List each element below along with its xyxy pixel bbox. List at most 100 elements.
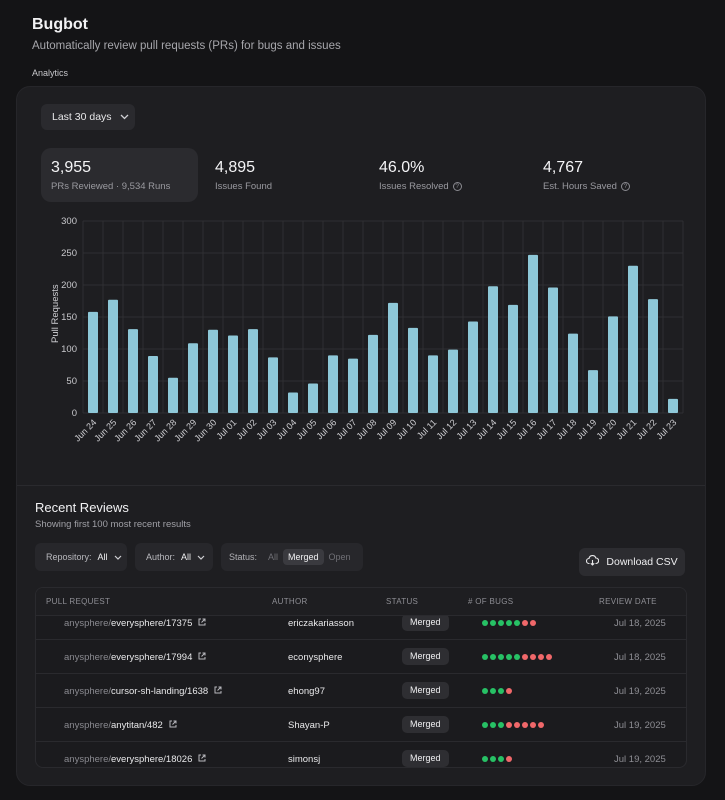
chevron-down-icon bbox=[120, 113, 129, 122]
external-link-icon[interactable] bbox=[214, 686, 222, 696]
external-link-icon[interactable] bbox=[198, 754, 206, 764]
info-icon[interactable]: ? bbox=[620, 181, 630, 191]
repository-filter-value: All bbox=[97, 552, 108, 562]
pr-repo-link[interactable]: everysphere/17375 bbox=[111, 618, 193, 629]
stat-label: PRs Reviewed · 9,534 Runs bbox=[51, 181, 171, 192]
author-cell: ehong97 bbox=[288, 686, 325, 697]
author-filter[interactable]: Author: All bbox=[135, 543, 213, 571]
column-header-pull-request[interactable]: PULL REQUEST bbox=[46, 597, 111, 606]
bug-resolved-dot bbox=[490, 688, 496, 694]
status-badge: Merged bbox=[402, 682, 449, 699]
chart-bar bbox=[288, 392, 298, 413]
bug-open-dot bbox=[538, 654, 544, 660]
x-tick-label: Jul 12 bbox=[434, 417, 458, 441]
stat-label-wrap: Est. Hours Saved? bbox=[543, 181, 630, 192]
pr-org: anysphere/ bbox=[64, 618, 112, 629]
chart-bar bbox=[648, 299, 658, 413]
status-option-merged[interactable]: Merged bbox=[283, 549, 324, 565]
bug-open-dot bbox=[522, 654, 528, 660]
pr-repo-link[interactable]: anytitan/482 bbox=[111, 720, 163, 731]
bug-open-dot bbox=[530, 620, 536, 626]
bug-open-dot bbox=[506, 756, 512, 762]
review-date-cell: Jul 18, 2025 bbox=[614, 652, 666, 663]
bug-count-dots bbox=[482, 756, 512, 762]
column-header-status[interactable]: STATUS bbox=[386, 597, 419, 606]
date-range-dropdown[interactable]: Last 30 days bbox=[41, 104, 135, 130]
chart-bar bbox=[148, 356, 158, 413]
chart-bar bbox=[548, 287, 558, 413]
y-tick-label: 50 bbox=[66, 376, 77, 387]
table-row[interactable]: anysphere/everysphere/17994 econysphere Me… bbox=[36, 640, 686, 674]
bug-resolved-dot bbox=[490, 654, 496, 660]
status-option-open[interactable]: Open bbox=[328, 552, 351, 562]
x-tick-label: Jul 20 bbox=[594, 417, 618, 441]
stat-value: 4,895 bbox=[215, 159, 256, 176]
pull-request-cell[interactable]: anysphere/anytitan/482 bbox=[64, 720, 177, 731]
table-row[interactable]: anysphere/anytitan/482 Shayan-P Merged Jul … bbox=[36, 708, 686, 742]
pull-request-cell[interactable]: anysphere/everysphere/17994 bbox=[64, 652, 206, 663]
stat-prs-reviewed[interactable]: 3,955 PRs Reviewed · 9,534 Runs bbox=[41, 148, 198, 202]
download-csv-button[interactable]: Download CSV bbox=[579, 548, 685, 576]
status-filter: Status: All Merged Open bbox=[221, 543, 363, 571]
x-tick-label: Jul 17 bbox=[534, 417, 558, 441]
y-tick-label: 250 bbox=[61, 248, 77, 259]
bug-resolved-dot bbox=[482, 688, 488, 694]
chart-bar bbox=[588, 370, 598, 413]
pull-request-cell[interactable]: anysphere/cursor-sh-landing/1638 bbox=[64, 686, 222, 697]
x-tick-label: Jul 04 bbox=[274, 417, 298, 441]
status-badge: Merged bbox=[402, 750, 449, 767]
page-header: Bugbot Automatically review pull request… bbox=[32, 16, 341, 52]
bug-count-dots bbox=[482, 654, 552, 660]
pr-repo-link[interactable]: cursor-sh-landing/1638 bbox=[111, 686, 209, 697]
table-row[interactable]: anysphere/everysphere/18026 simonsj Merged… bbox=[36, 742, 686, 767]
external-link-icon[interactable] bbox=[198, 618, 206, 628]
x-tick-label: Jul 09 bbox=[374, 417, 398, 441]
chart-bar bbox=[388, 302, 398, 413]
bug-open-dot bbox=[514, 722, 520, 728]
table-row[interactable]: anysphere/cursor-sh-landing/1638 ehong97 M… bbox=[36, 674, 686, 708]
x-tick-label: Jul 11 bbox=[415, 417, 439, 441]
table-row[interactable]: anysphere/everysphere/17375 ericzakariass… bbox=[36, 606, 686, 640]
chart-bar bbox=[268, 357, 278, 413]
stat-issues-found[interactable]: 4,895 Issues Found bbox=[205, 148, 355, 202]
x-tick-label: Jul 14 bbox=[474, 417, 498, 441]
review-date-cell: Jul 19, 2025 bbox=[614, 686, 666, 697]
x-tick-label: Jul 22 bbox=[634, 417, 658, 441]
x-tick-label: Jul 18 bbox=[554, 417, 578, 441]
author-cell: simonsj bbox=[288, 754, 321, 765]
stat-label-wrap: Issues Resolved? bbox=[379, 181, 462, 192]
x-tick-label: Jul 10 bbox=[394, 417, 418, 441]
pr-repo-link[interactable]: everysphere/18026 bbox=[111, 754, 193, 765]
chart-bar bbox=[88, 311, 98, 413]
status-filter-label: Status: bbox=[229, 552, 258, 562]
bug-open-dot bbox=[538, 722, 544, 728]
column-header-review-date[interactable]: REVIEW DATE bbox=[599, 597, 657, 606]
pr-repo-link[interactable]: everysphere/17994 bbox=[111, 652, 193, 663]
bug-resolved-dot bbox=[482, 722, 488, 728]
bug-resolved-dot bbox=[490, 620, 496, 626]
bug-count-dots bbox=[482, 722, 544, 728]
stat-issues-resolved[interactable]: 46.0% Issues Resolved? bbox=[369, 148, 519, 202]
status-option-all[interactable]: All bbox=[268, 552, 279, 562]
column-header-author[interactable]: AUTHOR bbox=[272, 597, 308, 606]
repository-filter[interactable]: Repository: All bbox=[35, 543, 127, 571]
bug-resolved-dot bbox=[506, 654, 512, 660]
stats-row: 3,955 PRs Reviewed · 9,534 Runs 4,895 Is… bbox=[41, 148, 691, 202]
bug-resolved-dot bbox=[498, 654, 504, 660]
column-header-bugs[interactable]: # OF BUGS bbox=[468, 597, 514, 606]
chevron-down-icon bbox=[197, 552, 205, 562]
bug-open-dot bbox=[546, 654, 552, 660]
pull-request-cell[interactable]: anysphere/everysphere/18026 bbox=[64, 754, 206, 765]
analytics-section-label: Analytics bbox=[32, 68, 69, 78]
bug-open-dot bbox=[522, 620, 528, 626]
external-link-icon[interactable] bbox=[169, 720, 177, 730]
chart-bar bbox=[408, 327, 418, 413]
external-link-icon[interactable] bbox=[198, 652, 206, 662]
bug-resolved-dot bbox=[506, 620, 512, 626]
chart-bar bbox=[608, 316, 618, 413]
page-subtitle: Automatically review pull requests (PRs)… bbox=[32, 40, 341, 52]
info-icon[interactable]: ? bbox=[452, 181, 462, 191]
stat-hours-saved[interactable]: 4,767 Est. Hours Saved? bbox=[533, 148, 691, 202]
pull-request-cell[interactable]: anysphere/everysphere/17375 bbox=[64, 618, 206, 629]
status-badge: Merged bbox=[402, 614, 449, 631]
